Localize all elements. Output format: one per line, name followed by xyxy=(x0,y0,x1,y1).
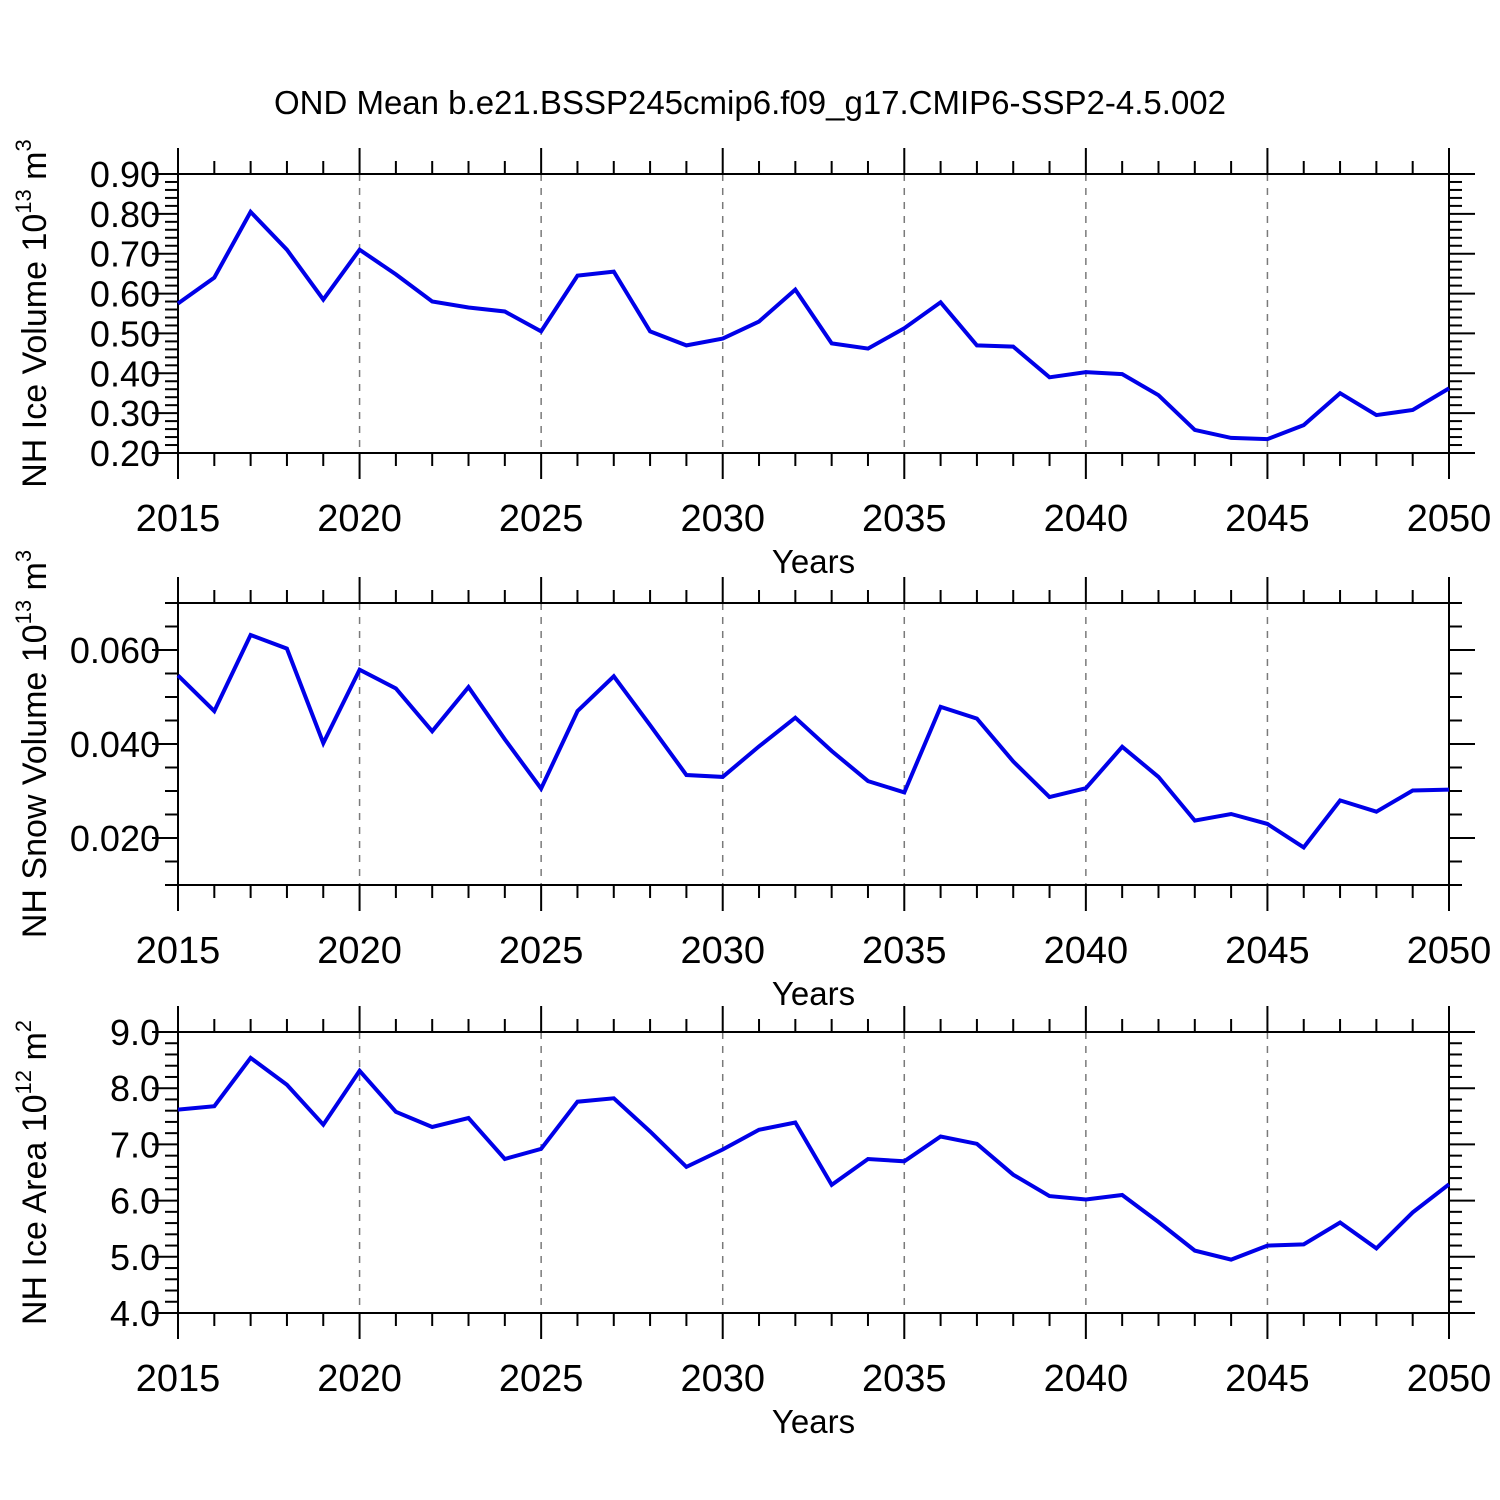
y-tick-label-0.30: 0.30 xyxy=(90,393,160,434)
y-axis-title: NH Ice Area 1012 m2 xyxy=(11,1020,54,1325)
x-tick-labels: 2015 2020 2025 2030 2035 2040 2045 2050 xyxy=(136,930,1492,972)
y-tick-label-9.0: 9.0 xyxy=(110,1012,160,1053)
x-gridlines xyxy=(358,1032,1269,1313)
chart-title: OND Mean b.e21.BSSP245cmip6.f09_g17.CMIP… xyxy=(273,84,1227,121)
x-ticks xyxy=(177,1006,1450,1339)
x-tick-label-2040: 2040 xyxy=(1044,930,1129,972)
x-tick-label-2040: 2040 xyxy=(1044,1358,1129,1400)
x-gridlines xyxy=(358,174,1269,453)
y-tick-label-0.90: 0.90 xyxy=(90,154,160,195)
x-tick-label-2035: 2035 xyxy=(862,498,947,540)
y-tick-label-4.0: 4.0 xyxy=(110,1293,160,1334)
x-axis-title: Years xyxy=(772,1403,855,1440)
x-tick-label-2030: 2030 xyxy=(680,498,765,540)
y-tick-label-0.50: 0.50 xyxy=(90,313,160,354)
y-tick-label-0.40: 0.40 xyxy=(90,353,160,394)
x-tick-label-2015: 2015 xyxy=(136,930,221,972)
y-tick-label-0.20: 0.20 xyxy=(90,433,160,474)
x-tick-label-2020: 2020 xyxy=(317,498,402,540)
x-tick-label-2035: 2035 xyxy=(862,930,947,972)
x-tick-label-2020: 2020 xyxy=(317,930,402,972)
x-tick-label-2025: 2025 xyxy=(499,1358,584,1400)
line-series-nh-snow-volume xyxy=(176,632,1450,851)
line-series-nh-ice-area xyxy=(177,1055,1451,1262)
y-tick-label-5.0: 5.0 xyxy=(110,1237,160,1278)
x-tick-label-2015: 2015 xyxy=(136,498,221,540)
y-tick-labels: 0.020 0.040 0.060 xyxy=(70,630,160,859)
y-tick-label-7.0: 7.0 xyxy=(110,1124,160,1165)
x-tick-label-2050: 2050 xyxy=(1407,1358,1492,1400)
chart-nh-ice-volume: 2015 2020 2025 2030 2035 2040 2045 2050 0.200.30… xyxy=(11,139,1491,580)
x-tick-label-2025: 2025 xyxy=(499,930,584,972)
plot-frame xyxy=(177,173,1450,454)
y-ticks xyxy=(152,1031,1475,1314)
y-tick-label-0.060: 0.060 xyxy=(70,630,160,671)
x-tick-label-2030: 2030 xyxy=(680,930,765,972)
x-tick-label-2045: 2045 xyxy=(1225,498,1310,540)
x-tick-labels: 2015 2020 2025 2030 2035 2040 2045 2050 xyxy=(136,498,1492,540)
y-tick-label-8.0: 8.0 xyxy=(110,1068,160,1109)
plot-frame xyxy=(177,602,1450,886)
y-axis-title: NH Snow Volume 1013 m3 xyxy=(11,550,54,938)
x-tick-label-2015: 2015 xyxy=(136,1358,221,1400)
x-tick-label-2020: 2020 xyxy=(317,1358,402,1400)
y-ticks xyxy=(152,173,1475,454)
y-tick-label-0.040: 0.040 xyxy=(70,724,160,765)
plot-frame xyxy=(177,1031,1450,1314)
y-tick-label-0.80: 0.80 xyxy=(90,194,160,235)
x-tick-label-2025: 2025 xyxy=(499,498,584,540)
chart-nh-snow-volume: 2015 2020 2025 2030 2035 2040 2045 20500.0200.0… xyxy=(11,550,1491,1012)
x-tick-label-2045: 2045 xyxy=(1225,1358,1310,1400)
x-ticks xyxy=(177,577,1450,911)
y-tick-labels: 4.0 5.0 6.0 7.0 8.0 9.0 xyxy=(110,1012,160,1334)
line-series-nh-ice-volume xyxy=(176,208,1451,442)
y-tick-label-0.60: 0.60 xyxy=(90,274,160,315)
y-axis-title: NH Ice Volume 1013 m3 xyxy=(11,139,54,488)
x-gridlines xyxy=(358,603,1269,885)
chart-nh-ice-area: 2015 2020 2025 2030 2035 2040 2045 2050 4.0 5.0 6.… xyxy=(11,1006,1491,1440)
x-tick-label-2050: 2050 xyxy=(1407,498,1492,540)
y-tick-label-0.020: 0.020 xyxy=(70,818,160,859)
x-ticks xyxy=(177,148,1450,479)
x-tick-label-2030: 2030 xyxy=(680,1358,765,1400)
x-tick-labels: 2015 2020 2025 2030 2035 2040 2045 2050 xyxy=(136,1358,1492,1400)
y-tick-labels: 0.200.300.400.500.600.700.800.90 xyxy=(90,154,160,474)
x-axis-title: Years xyxy=(772,543,855,580)
y-tick-label-0.70: 0.70 xyxy=(90,234,160,275)
x-tick-label-2035: 2035 xyxy=(862,1358,947,1400)
x-tick-label-2045: 2045 xyxy=(1225,930,1310,972)
x-tick-label-2050: 2050 xyxy=(1407,930,1492,972)
x-tick-label-2040: 2040 xyxy=(1044,498,1129,540)
y-ticks xyxy=(152,602,1475,886)
x-axis-title: Years xyxy=(772,975,855,1012)
y-tick-label-6.0: 6.0 xyxy=(110,1181,160,1222)
